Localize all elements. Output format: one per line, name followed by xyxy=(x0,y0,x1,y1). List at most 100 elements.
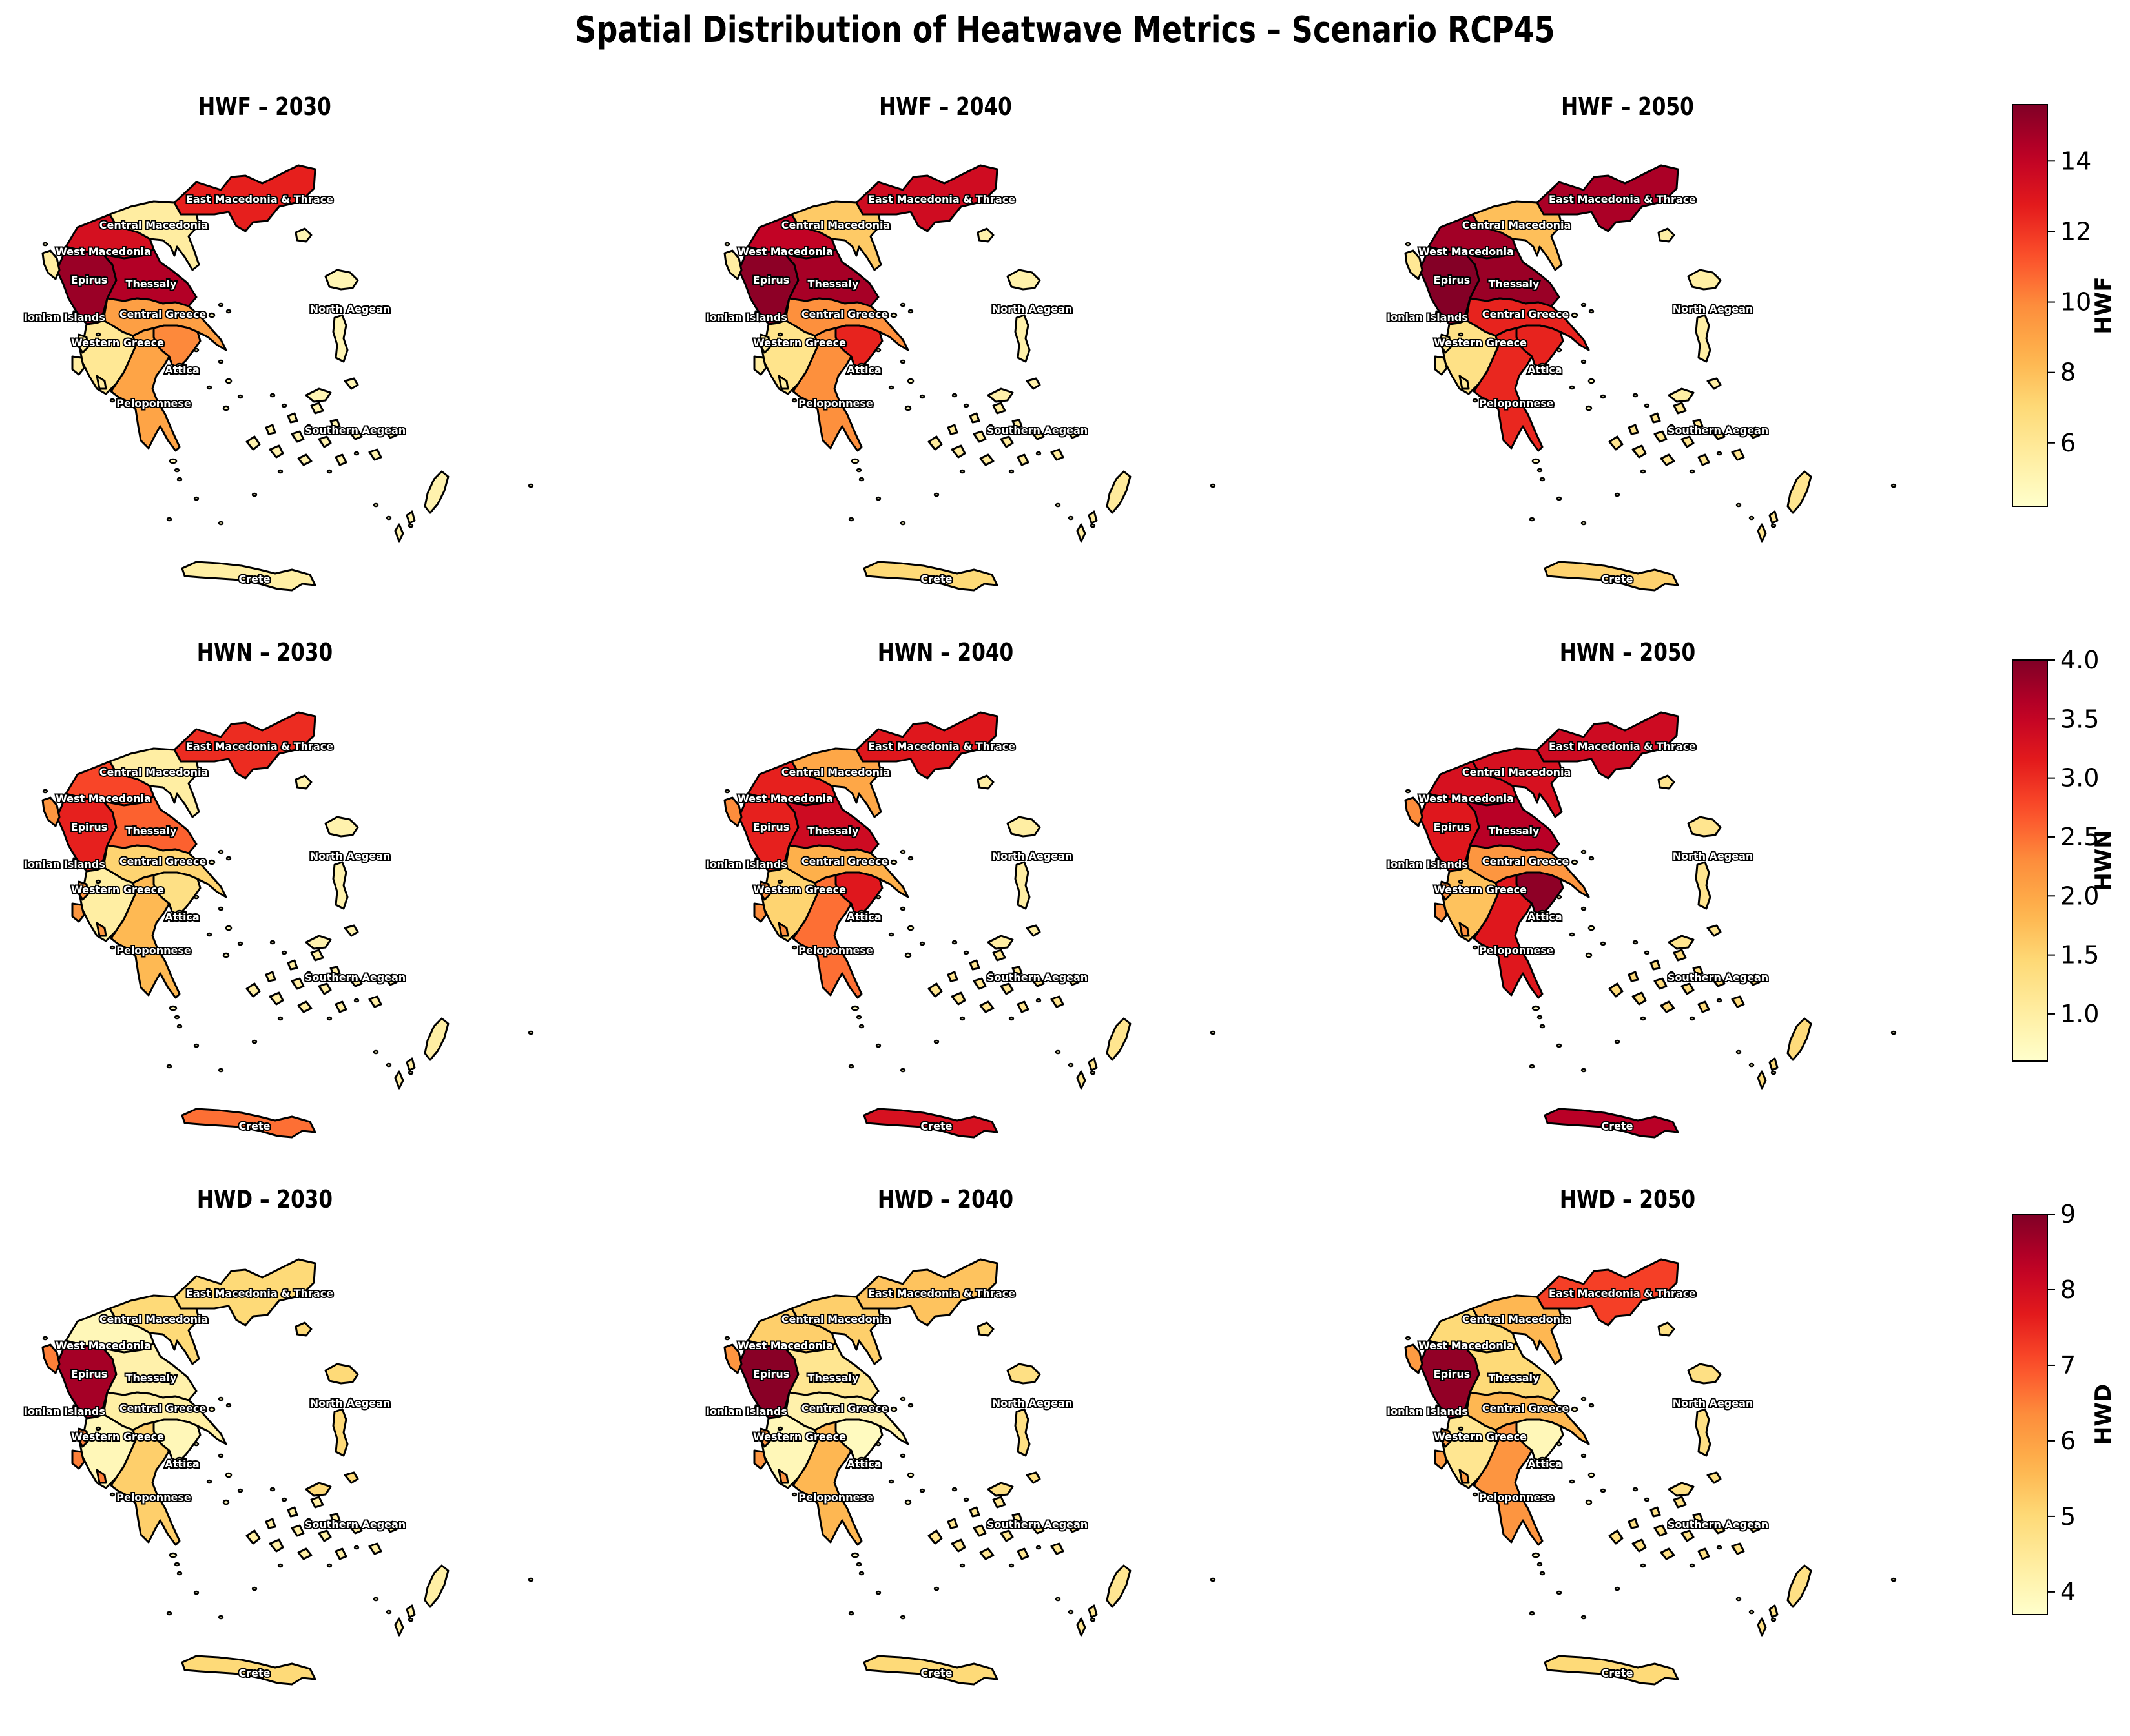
region-peloponnese xyxy=(792,874,863,999)
islet xyxy=(1008,1016,1015,1021)
colorbar-tick-label: 4.0 xyxy=(2060,646,2099,674)
region-shape-ionian-islands xyxy=(71,310,80,323)
region-label-central-greece: Central Greece xyxy=(119,1402,207,1414)
region-shape-east-macedonia-and-thrace xyxy=(1536,164,1679,232)
region-shape-north-aegean xyxy=(324,269,359,291)
region-shape-ionian-islands xyxy=(71,355,85,376)
islet xyxy=(1569,932,1575,937)
region-shape-north-aegean xyxy=(295,1321,313,1337)
region-label-epirus: Epirus xyxy=(753,1368,790,1380)
region-shape-southern-aegean xyxy=(1673,1496,1687,1509)
region-shape-southern-aegean xyxy=(384,973,398,986)
region-label-peloponnese: Peloponnese xyxy=(116,1491,191,1504)
islet xyxy=(1748,1609,1755,1615)
islet xyxy=(174,1015,180,1020)
region-label-north-aegean: North Aegean xyxy=(1673,303,1753,315)
region-north-aegean xyxy=(295,227,359,403)
colorbar-tick-label: 6 xyxy=(2060,1427,2076,1455)
islet xyxy=(875,1043,882,1048)
map-panel-hwd-2030: East Macedonia & Thrace Central Macedonia… xyxy=(23,1258,534,1686)
islet xyxy=(1538,362,1547,369)
region-shape-southern-aegean xyxy=(297,453,313,466)
islet xyxy=(1632,1487,1639,1492)
islet xyxy=(1035,998,1042,1003)
islet xyxy=(353,451,360,456)
islet xyxy=(1008,1563,1015,1568)
region-shape-ionian-islands xyxy=(41,796,61,827)
region-label-thessaly: Thessaly xyxy=(126,278,177,290)
region-shape-peloponnese xyxy=(110,1421,181,1546)
region-label-central-greece: Central Greece xyxy=(801,308,889,320)
region-shape-southern-aegean xyxy=(424,1017,450,1061)
islet xyxy=(1587,378,1595,384)
islet xyxy=(1538,909,1547,916)
region-shape-southern-aegean xyxy=(1631,1538,1647,1553)
islet xyxy=(1587,925,1595,931)
region-label-ionian-islands: Ionian Islands xyxy=(706,858,787,871)
region-shape-peloponnese xyxy=(110,874,181,999)
islet xyxy=(1585,405,1593,411)
region-shape-southern-aegean xyxy=(1746,973,1761,986)
region-southern-aegean xyxy=(245,402,450,542)
region-label-ionian-islands: Ionian Islands xyxy=(1387,1405,1468,1418)
islet xyxy=(857,362,866,369)
islet xyxy=(1716,451,1722,456)
region-shape-north-aegean xyxy=(1706,924,1722,937)
region-label-central-macedonia: Central Macedonia xyxy=(1462,1313,1571,1325)
islet xyxy=(237,394,243,399)
islet xyxy=(848,517,854,522)
colorbar-tick-label: 8 xyxy=(2060,358,2076,387)
region-shape-southern-aegean xyxy=(297,1000,313,1013)
islet xyxy=(1531,1005,1540,1011)
islet xyxy=(959,1563,966,1568)
region-north-aegean xyxy=(1657,227,1722,403)
colorbar-tick-label: 6 xyxy=(2060,429,2076,457)
region-ionian-islands xyxy=(723,796,789,937)
islet xyxy=(109,1492,116,1497)
region-shape-southern-aegean xyxy=(424,470,450,514)
islet xyxy=(907,925,915,931)
islet xyxy=(1571,312,1578,318)
region-label-peloponnese: Peloponnese xyxy=(798,397,873,409)
region-ionian-islands xyxy=(1404,1343,1470,1484)
region-label-southern-aegean: Southern Aegean xyxy=(305,1518,406,1531)
islet xyxy=(1600,394,1606,399)
region-shape-southern-aegean xyxy=(1011,418,1023,429)
colorbar-tick-label: 7 xyxy=(2060,1351,2076,1380)
islet xyxy=(193,894,200,900)
islet xyxy=(907,856,914,861)
islet xyxy=(277,1563,284,1568)
region-shape-southern-aegean xyxy=(1031,976,1045,987)
region-label-crete: Crete xyxy=(239,1120,271,1132)
islet xyxy=(724,1336,730,1341)
region-shape-ionian-islands xyxy=(753,857,762,870)
islet xyxy=(1556,1442,1562,1447)
region-label-thessaly: Thessaly xyxy=(808,825,859,837)
region-label-crete: Crete xyxy=(239,573,271,585)
region-shape-southern-aegean xyxy=(1088,1604,1098,1618)
region-shape-crete xyxy=(863,1655,998,1686)
islet xyxy=(1531,1552,1540,1558)
region-shape-ionian-islands xyxy=(753,355,767,376)
region-shape-southern-aegean xyxy=(1050,995,1064,1008)
region-shape-southern-aegean xyxy=(951,1538,966,1553)
islet xyxy=(1090,1070,1096,1075)
islet xyxy=(1735,1049,1742,1055)
colorbar-label-hwd: HWD xyxy=(2091,1384,2116,1445)
region-ionian-islands xyxy=(1404,249,1470,390)
region-shape-southern-aegean xyxy=(384,1520,398,1533)
region-shape-southern-aegean xyxy=(947,424,958,435)
map-panel-hwf-2050: East Macedonia & Thrace Central Macedonia… xyxy=(1385,164,1897,592)
islet xyxy=(1556,496,1562,501)
region-shape-peloponnese xyxy=(792,1421,863,1546)
islet xyxy=(1458,879,1464,884)
islet xyxy=(269,393,276,398)
region-label-attica: Attica xyxy=(165,911,199,923)
region-east-macedonia-and-thrace xyxy=(173,711,316,780)
region-label-east-macedonia-and-thrace: East Macedonia & Thrace xyxy=(186,193,333,205)
islet xyxy=(408,1617,414,1622)
region-label-ionian-islands: Ionian Islands xyxy=(706,1405,787,1418)
islet xyxy=(1556,347,1562,353)
region-shape-ionian-islands xyxy=(1434,902,1448,923)
region-shape-north-aegean xyxy=(324,1363,359,1385)
